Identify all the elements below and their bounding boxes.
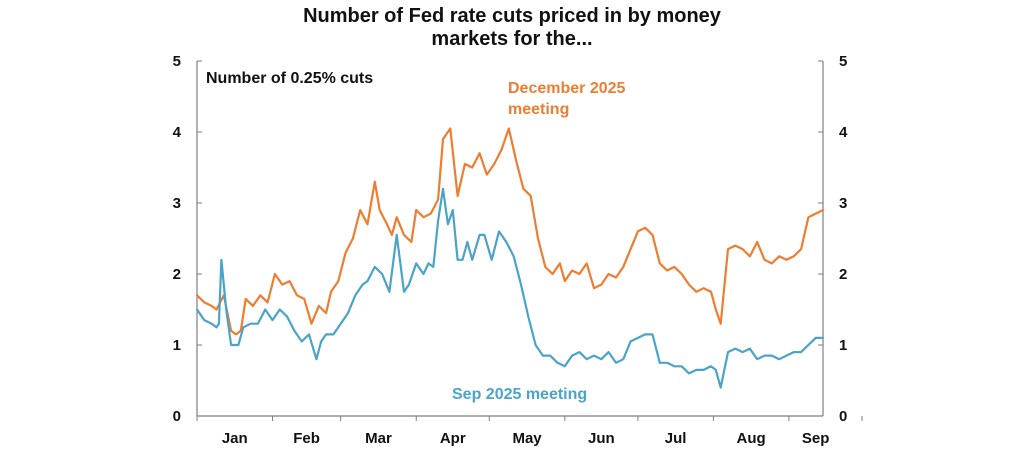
series-line-sep-2025: [195, 187, 825, 389]
x-tick-label: Sep: [802, 430, 830, 447]
x-tick-label: Jan: [222, 430, 248, 447]
y-tick-label-left: 2: [173, 266, 181, 283]
y-tick-label-left: 4: [173, 124, 182, 141]
chart-series: [195, 127, 825, 389]
y-tick-label-right: 3: [839, 195, 847, 212]
y-axis-label: Number of 0.25% cuts: [206, 70, 373, 87]
x-tick-label: Mar: [365, 430, 392, 447]
y-tick-label-left: 3: [173, 195, 181, 212]
y-tick-label-left: 0: [173, 408, 181, 425]
chart-axes: [196, 61, 824, 417]
y-tick-label-right: 5: [839, 53, 847, 70]
x-tick-label: Feb: [293, 430, 320, 447]
series-line-december-2025: [195, 127, 825, 336]
x-tick-label: May: [512, 430, 542, 447]
chart-title: Number of Fed rate cuts priced in by mon…: [0, 5, 1024, 51]
y-tick-label-right: 2: [839, 266, 847, 283]
sep-series-label: Sep 2025 meeting: [452, 386, 587, 403]
x-tick-label: Aug: [737, 430, 766, 447]
y-tick-label-right: 4: [839, 124, 848, 141]
x-tick-label: Jul: [665, 430, 687, 447]
x-tick-label: Apr: [440, 430, 466, 447]
dec-series-label-line-1: December 2025: [508, 80, 626, 97]
y-tick-label-left: 5: [173, 53, 181, 70]
dec-series-label-line-2: meeting: [508, 101, 569, 118]
x-tick-label: Jun: [588, 430, 615, 447]
chart-title-line-1: Number of Fed rate cuts priced in by mon…: [303, 5, 721, 27]
y-tick-label-right: 0: [839, 408, 847, 425]
y-tick-label-left: 1: [173, 337, 181, 354]
chart-ticks: 0 0 1 1 2 2 3 3 4 4 5 5 Jan Feb Mar Apr May Jun Jul Aug Sep: [173, 53, 863, 447]
chart-title-line-2: markets for the...: [431, 28, 593, 50]
y-tick-label-right: 1: [839, 337, 847, 354]
